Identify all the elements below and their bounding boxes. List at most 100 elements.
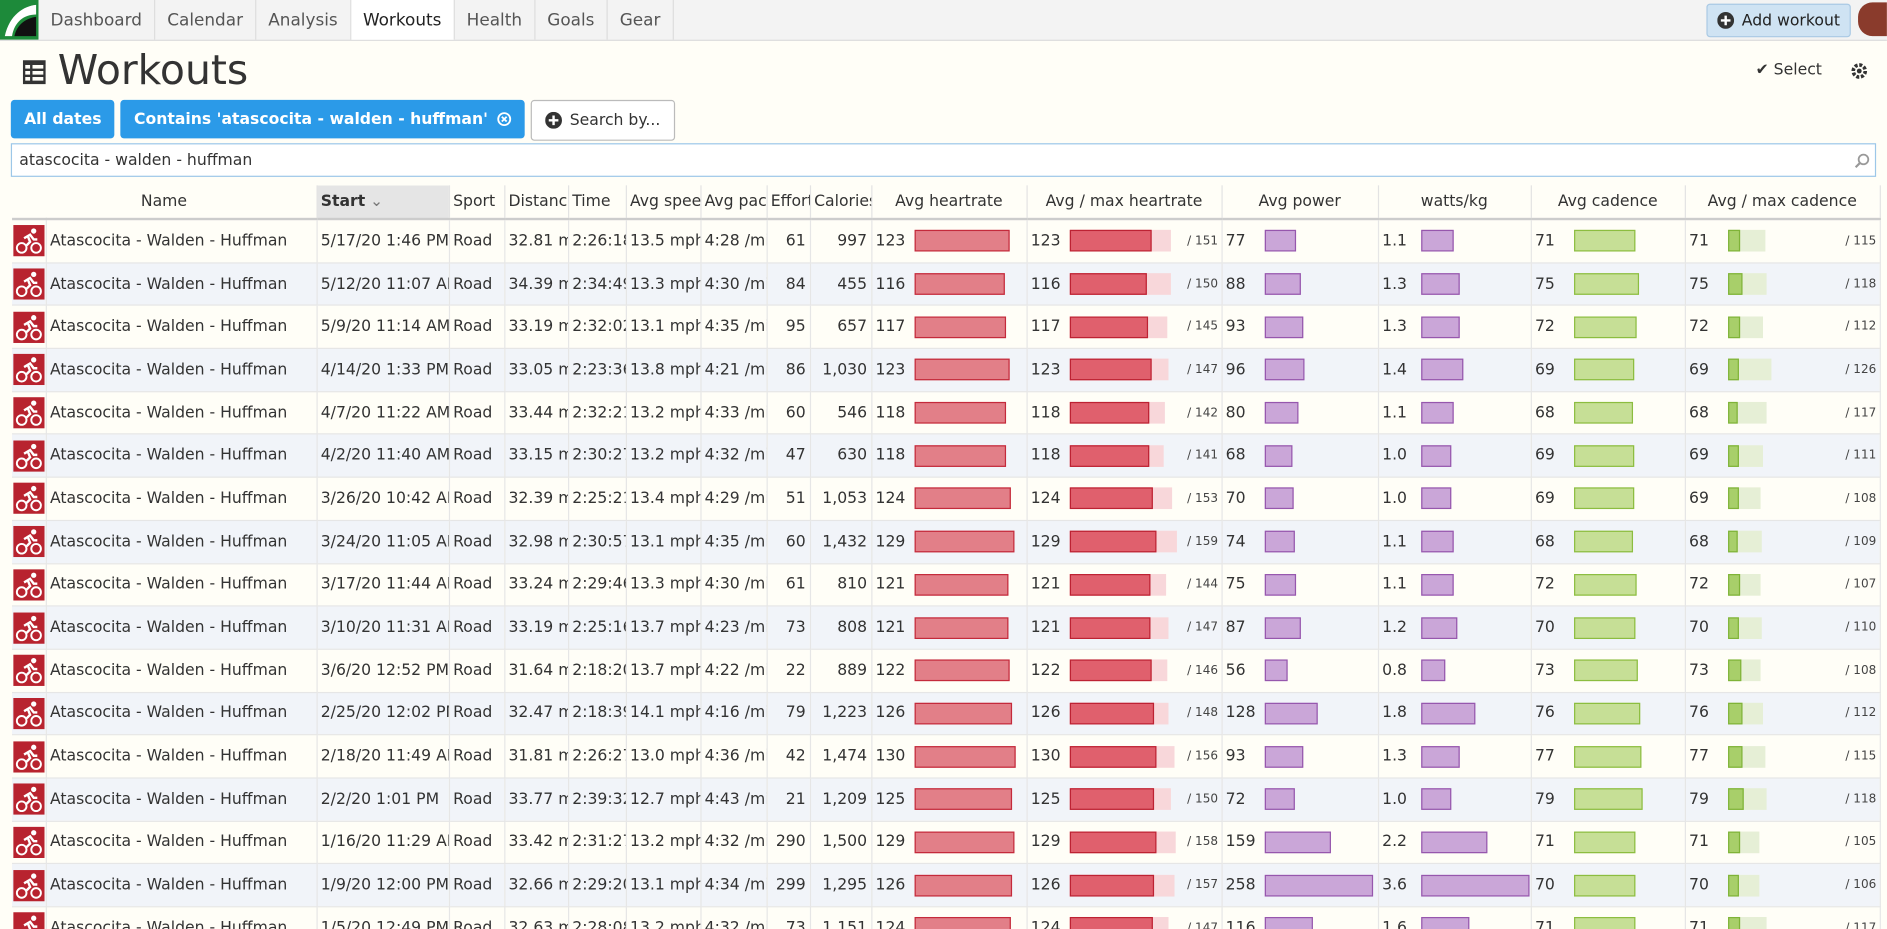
speed-cell: 13.2 mph: [625, 820, 701, 865]
add-workout-button[interactable]: Add workout: [1706, 3, 1851, 38]
nav-item[interactable]: Health: [455, 0, 536, 40]
workout-row[interactable]: Atascocita - Walden - Huffman 4/2/20 11:4…: [12, 434, 1881, 478]
column-header[interactable]: Avg speed: [625, 185, 701, 221]
avg-max-heartrate-wrap: 129 / 158: [1031, 830, 1218, 854]
workout-row[interactable]: Atascocita - Walden - Huffman 1/5/20 12:4…: [12, 906, 1881, 929]
avg-max-cadence-avg-bar: [1727, 573, 1741, 596]
workout-row[interactable]: Atascocita - Walden - Huffman 4/7/20 11:2…: [12, 391, 1881, 435]
watts-per-kg-bar: [1420, 702, 1475, 725]
watts-per-kg-value: 1.1: [1382, 532, 1408, 551]
pace-cell: 4:32 /mi: [700, 434, 768, 478]
heartrate-bar: [914, 402, 1007, 424]
select-button[interactable]: ✔ Select: [1755, 61, 1822, 80]
column-header[interactable]: Avg heartrate: [871, 185, 1028, 221]
power-cell: 80: [1221, 391, 1379, 435]
avg-max-heartrate-cell: 126 / 157: [1026, 863, 1223, 908]
nav-item[interactable]: Workouts: [350, 0, 455, 40]
workout-row[interactable]: Atascocita - Walden - Huffman 1/16/20 11:…: [12, 820, 1881, 865]
nav-item[interactable]: Analysis: [256, 0, 351, 40]
distance-cell: 32.39 mi: [504, 477, 569, 521]
workout-row[interactable]: Atascocita - Walden - Huffman 2/18/20 11:…: [12, 734, 1881, 779]
cadence-wrap: 68: [1535, 402, 1681, 424]
column-header[interactable]: Avg / max cadence: [1684, 185, 1881, 221]
distance-cell: 32.81 mi: [504, 219, 569, 264]
workout-row[interactable]: Atascocita - Walden - Huffman 1/9/20 12:0…: [12, 863, 1881, 908]
sport-cell: Road: [448, 477, 505, 521]
avg-max-heartrate-avg-bar: [1069, 874, 1155, 897]
calories-cell: 808: [809, 606, 872, 650]
nav-item[interactable]: Goals: [535, 0, 608, 40]
avg-max-cadence-value: 72: [1688, 317, 1709, 337]
distance-cell: 32.47 mi: [504, 692, 569, 736]
workout-row[interactable]: Atascocita - Walden - Huffman 3/24/20 11:…: [12, 520, 1881, 564]
avg-max-heartrate-bars: [1069, 315, 1180, 339]
search-by-button[interactable]: Search by...: [531, 99, 675, 141]
avatar[interactable]: [1858, 2, 1887, 37]
nav-item[interactable]: Gear: [608, 0, 674, 40]
logo[interactable]: [0, 0, 39, 40]
column-header[interactable]: Avg cadence: [1530, 185, 1686, 221]
avg-max-cadence-cell: 71 / 105: [1684, 820, 1881, 865]
column-header[interactable]: watts/kg: [1377, 185, 1532, 221]
heartrate-cell: 129: [871, 820, 1028, 865]
nav-item[interactable]: Dashboard: [39, 0, 156, 40]
avg-max-heartrate-value: 122: [1030, 661, 1061, 680]
workout-row[interactable]: Atascocita - Walden - Huffman 5/12/20 11:…: [12, 262, 1881, 307]
heartrate-bar: [914, 530, 1015, 553]
watts-per-kg-cell: 1.1: [1377, 563, 1532, 607]
column-header[interactable]: Avg pace: [700, 185, 768, 221]
workout-row[interactable]: Atascocita - Walden - Huffman 4/14/20 1:3…: [12, 348, 1881, 393]
time-cell: 2:39:32: [568, 777, 627, 822]
cadence-cell: 70: [1530, 863, 1686, 908]
time-cell: 2:32:02: [568, 305, 627, 350]
column-header[interactable]: Calories: [809, 185, 872, 221]
speed-cell: 13.3 mph: [625, 563, 701, 607]
column-header[interactable]: Sport: [448, 185, 505, 221]
column-header[interactable]: Start ⌄: [316, 185, 450, 221]
column-header[interactable]: Avg power: [1221, 185, 1379, 221]
heartrate-wrap: 124: [875, 487, 1022, 510]
settings-icon[interactable]: [1851, 63, 1868, 80]
cadence-value: 69: [1534, 446, 1555, 465]
workout-row[interactable]: Atascocita - Walden - Huffman 5/17/20 1:4…: [12, 219, 1881, 264]
sport-cell: Road: [448, 305, 505, 350]
avg-max-heartrate-bars: [1069, 659, 1180, 683]
power-value: 56: [1225, 661, 1246, 680]
effort-cell: 61: [766, 219, 811, 264]
workout-row[interactable]: Atascocita - Walden - Huffman 3/10/20 11:…: [12, 606, 1881, 650]
avg-max-heartrate-cell: 122 / 146: [1026, 649, 1223, 693]
workout-row[interactable]: Atascocita - Walden - Huffman 3/26/20 10:…: [12, 477, 1881, 521]
watts-per-kg-value: 1.0: [1382, 790, 1408, 809]
workout-row[interactable]: Atascocita - Walden - Huffman 2/2/20 1:01…: [12, 777, 1881, 822]
column-header[interactable]: Effort: [766, 185, 811, 221]
workout-row[interactable]: Atascocita - Walden - Huffman 3/17/20 11:…: [12, 563, 1881, 607]
heartrate-value: 118: [875, 446, 906, 465]
cadence-cell: 68: [1530, 391, 1686, 435]
remove-filter-icon[interactable]: [497, 112, 512, 127]
effort-cell: 73: [766, 606, 811, 650]
column-header[interactable]: Name: [12, 185, 318, 221]
column-header[interactable]: Time: [568, 185, 627, 221]
contains-filter[interactable]: Contains 'atascocita - walden - huffman': [120, 99, 526, 139]
search-input[interactable]: atascocita - walden - huffman: [10, 143, 1877, 177]
distance-cell: 32.98 mi: [504, 520, 569, 564]
name-cell: Atascocita - Walden - Huffman: [45, 820, 318, 865]
column-header[interactable]: Distance: [504, 185, 569, 221]
avg-max-cadence-wrap: 69 / 108: [1689, 487, 1876, 511]
distance-cell: 33.19 mi: [504, 606, 569, 650]
all-dates-filter[interactable]: All dates: [10, 99, 115, 139]
avg-max-heartrate-value: 121: [1030, 618, 1061, 637]
workout-row[interactable]: Atascocita - Walden - Huffman 5/9/20 11:1…: [12, 305, 1881, 350]
cadence-bar: [1573, 230, 1636, 252]
watts-per-kg-wrap: 1.3: [1382, 273, 1526, 295]
workout-row[interactable]: Atascocita - Walden - Huffman 2/25/20 12:…: [12, 692, 1881, 736]
sport-icon: [13, 826, 45, 858]
workout-row[interactable]: Atascocita - Walden - Huffman 3/6/20 12:5…: [12, 649, 1881, 693]
column-header[interactable]: Avg / max heartrate: [1026, 185, 1223, 221]
speed-cell: 13.0 mph: [625, 734, 701, 779]
power-bar: [1264, 487, 1294, 510]
avg-max-heartrate-max-value: / 159: [1187, 535, 1219, 549]
calories-cell: 997: [809, 219, 872, 264]
avg-max-cadence-avg-bar: [1727, 316, 1741, 338]
nav-item[interactable]: Calendar: [155, 0, 257, 40]
